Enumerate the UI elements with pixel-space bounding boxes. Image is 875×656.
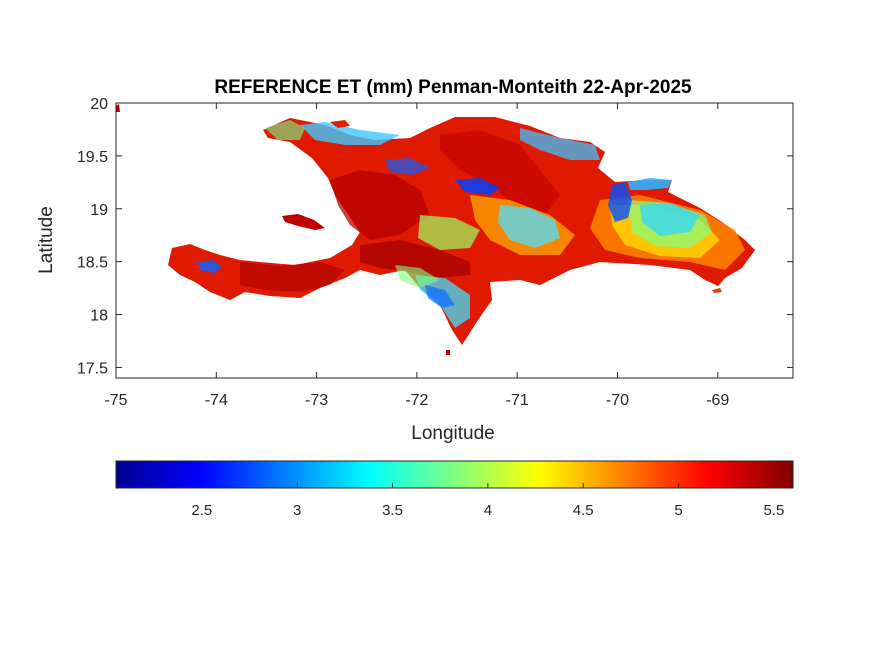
x-tick-label: -72 xyxy=(405,392,428,409)
et-high-southwest xyxy=(240,262,345,292)
colorbar-tick-label: 3.5 xyxy=(382,502,403,519)
y-tick-label: 18.5 xyxy=(77,255,108,272)
colorbar-tick-label: 2.5 xyxy=(191,502,212,519)
beata-island xyxy=(446,350,450,355)
x-tick-label: -73 xyxy=(305,392,328,409)
colorbar-tick-label: 5.5 xyxy=(763,502,784,519)
et-low-cyan-center xyxy=(498,205,560,248)
et-lowest-blue-center xyxy=(385,158,430,175)
et-low-cyan-northeast xyxy=(520,128,600,160)
y-axis-label: Latitude xyxy=(36,206,57,274)
et-low-green-south xyxy=(395,265,440,288)
y-axis: 20 19.5 19 18.5 18 17.5 xyxy=(77,96,793,377)
et-lowest-blue-north xyxy=(455,178,500,195)
colorbar-tick-label: 5 xyxy=(674,502,682,519)
x-tick-label: -69 xyxy=(706,392,729,409)
colorbar-tick-label: 4 xyxy=(484,502,492,519)
y-tick-label: 17.5 xyxy=(77,360,108,377)
et-low-green-northwest xyxy=(265,120,305,140)
et-lowest-blue-southwest xyxy=(198,260,222,273)
tortuga-island xyxy=(330,120,350,128)
et-field-layer xyxy=(116,104,755,355)
et-high-core xyxy=(330,170,430,240)
map-axes-frame xyxy=(115,102,794,379)
x-tick-label: -71 xyxy=(506,392,529,409)
x-tick-label: -70 xyxy=(606,392,629,409)
x-tick-label: -75 xyxy=(104,392,127,409)
colorbar-tick-label: 3 xyxy=(293,502,301,519)
x-axis-label: Longitude xyxy=(411,423,494,444)
colorbar-tick-label: 4.5 xyxy=(573,502,594,519)
saona-island xyxy=(712,288,722,293)
y-tick-label: 20 xyxy=(90,96,108,113)
y-tick-label: 18 xyxy=(90,308,108,325)
et-lowest-blue-southeast xyxy=(425,285,455,308)
map-plot-area xyxy=(116,104,755,355)
corner-speck xyxy=(116,104,120,112)
colorbar xyxy=(115,460,794,489)
y-tick-label: 19.5 xyxy=(77,149,108,166)
map-title: REFERENCE ET (mm) Penman-Monteith 22-Apr… xyxy=(214,77,692,98)
gonave-island xyxy=(282,214,325,230)
et-low-cyan-north xyxy=(300,122,400,145)
samana-peninsula xyxy=(628,178,672,190)
et-high-north xyxy=(440,130,560,215)
colorbar-ticks: 2.5 3 3.5 4 4.5 5 5.5 xyxy=(191,483,784,519)
et-high-south-belt xyxy=(360,240,470,278)
et-lowest-blue-east xyxy=(608,182,632,222)
x-tick-label: -74 xyxy=(205,392,228,409)
y-tick-label: 19 xyxy=(90,202,108,219)
x-axis: -75 -74 -73 -72 -71 -70 -69 xyxy=(104,103,729,409)
et-low-green-center xyxy=(418,215,480,250)
et-low-cyan-east xyxy=(640,203,700,236)
